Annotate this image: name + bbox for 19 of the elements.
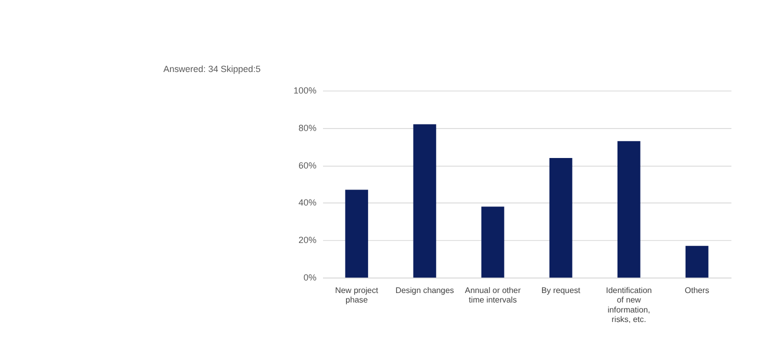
text: Answered: 34 Skipped:5	[163, 64, 261, 74]
bar	[686, 246, 708, 278]
y-tick-label: 0%	[304, 272, 317, 283]
x-tick-label: New project phase	[335, 286, 379, 305]
y-tick-label: 60%	[298, 160, 317, 170]
bar	[345, 190, 368, 278]
bar	[481, 206, 504, 278]
y-tick-label: 40%	[298, 198, 317, 208]
y-tick-label: 100%	[294, 85, 317, 96]
x-tick-label: Others	[684, 286, 710, 295]
bar	[549, 158, 572, 278]
x-tick-label: Design changes	[395, 286, 454, 295]
y-tick-label: 20%	[298, 235, 317, 246]
x-tick-label: Annual or other time intervals	[464, 286, 521, 305]
x-tick-label: By request	[541, 286, 582, 295]
bar	[617, 141, 640, 278]
x-tick-label: Identification of new information, risks, etc.	[606, 286, 652, 324]
y-tick-label: 80%	[298, 122, 317, 133]
bar	[413, 124, 436, 278]
